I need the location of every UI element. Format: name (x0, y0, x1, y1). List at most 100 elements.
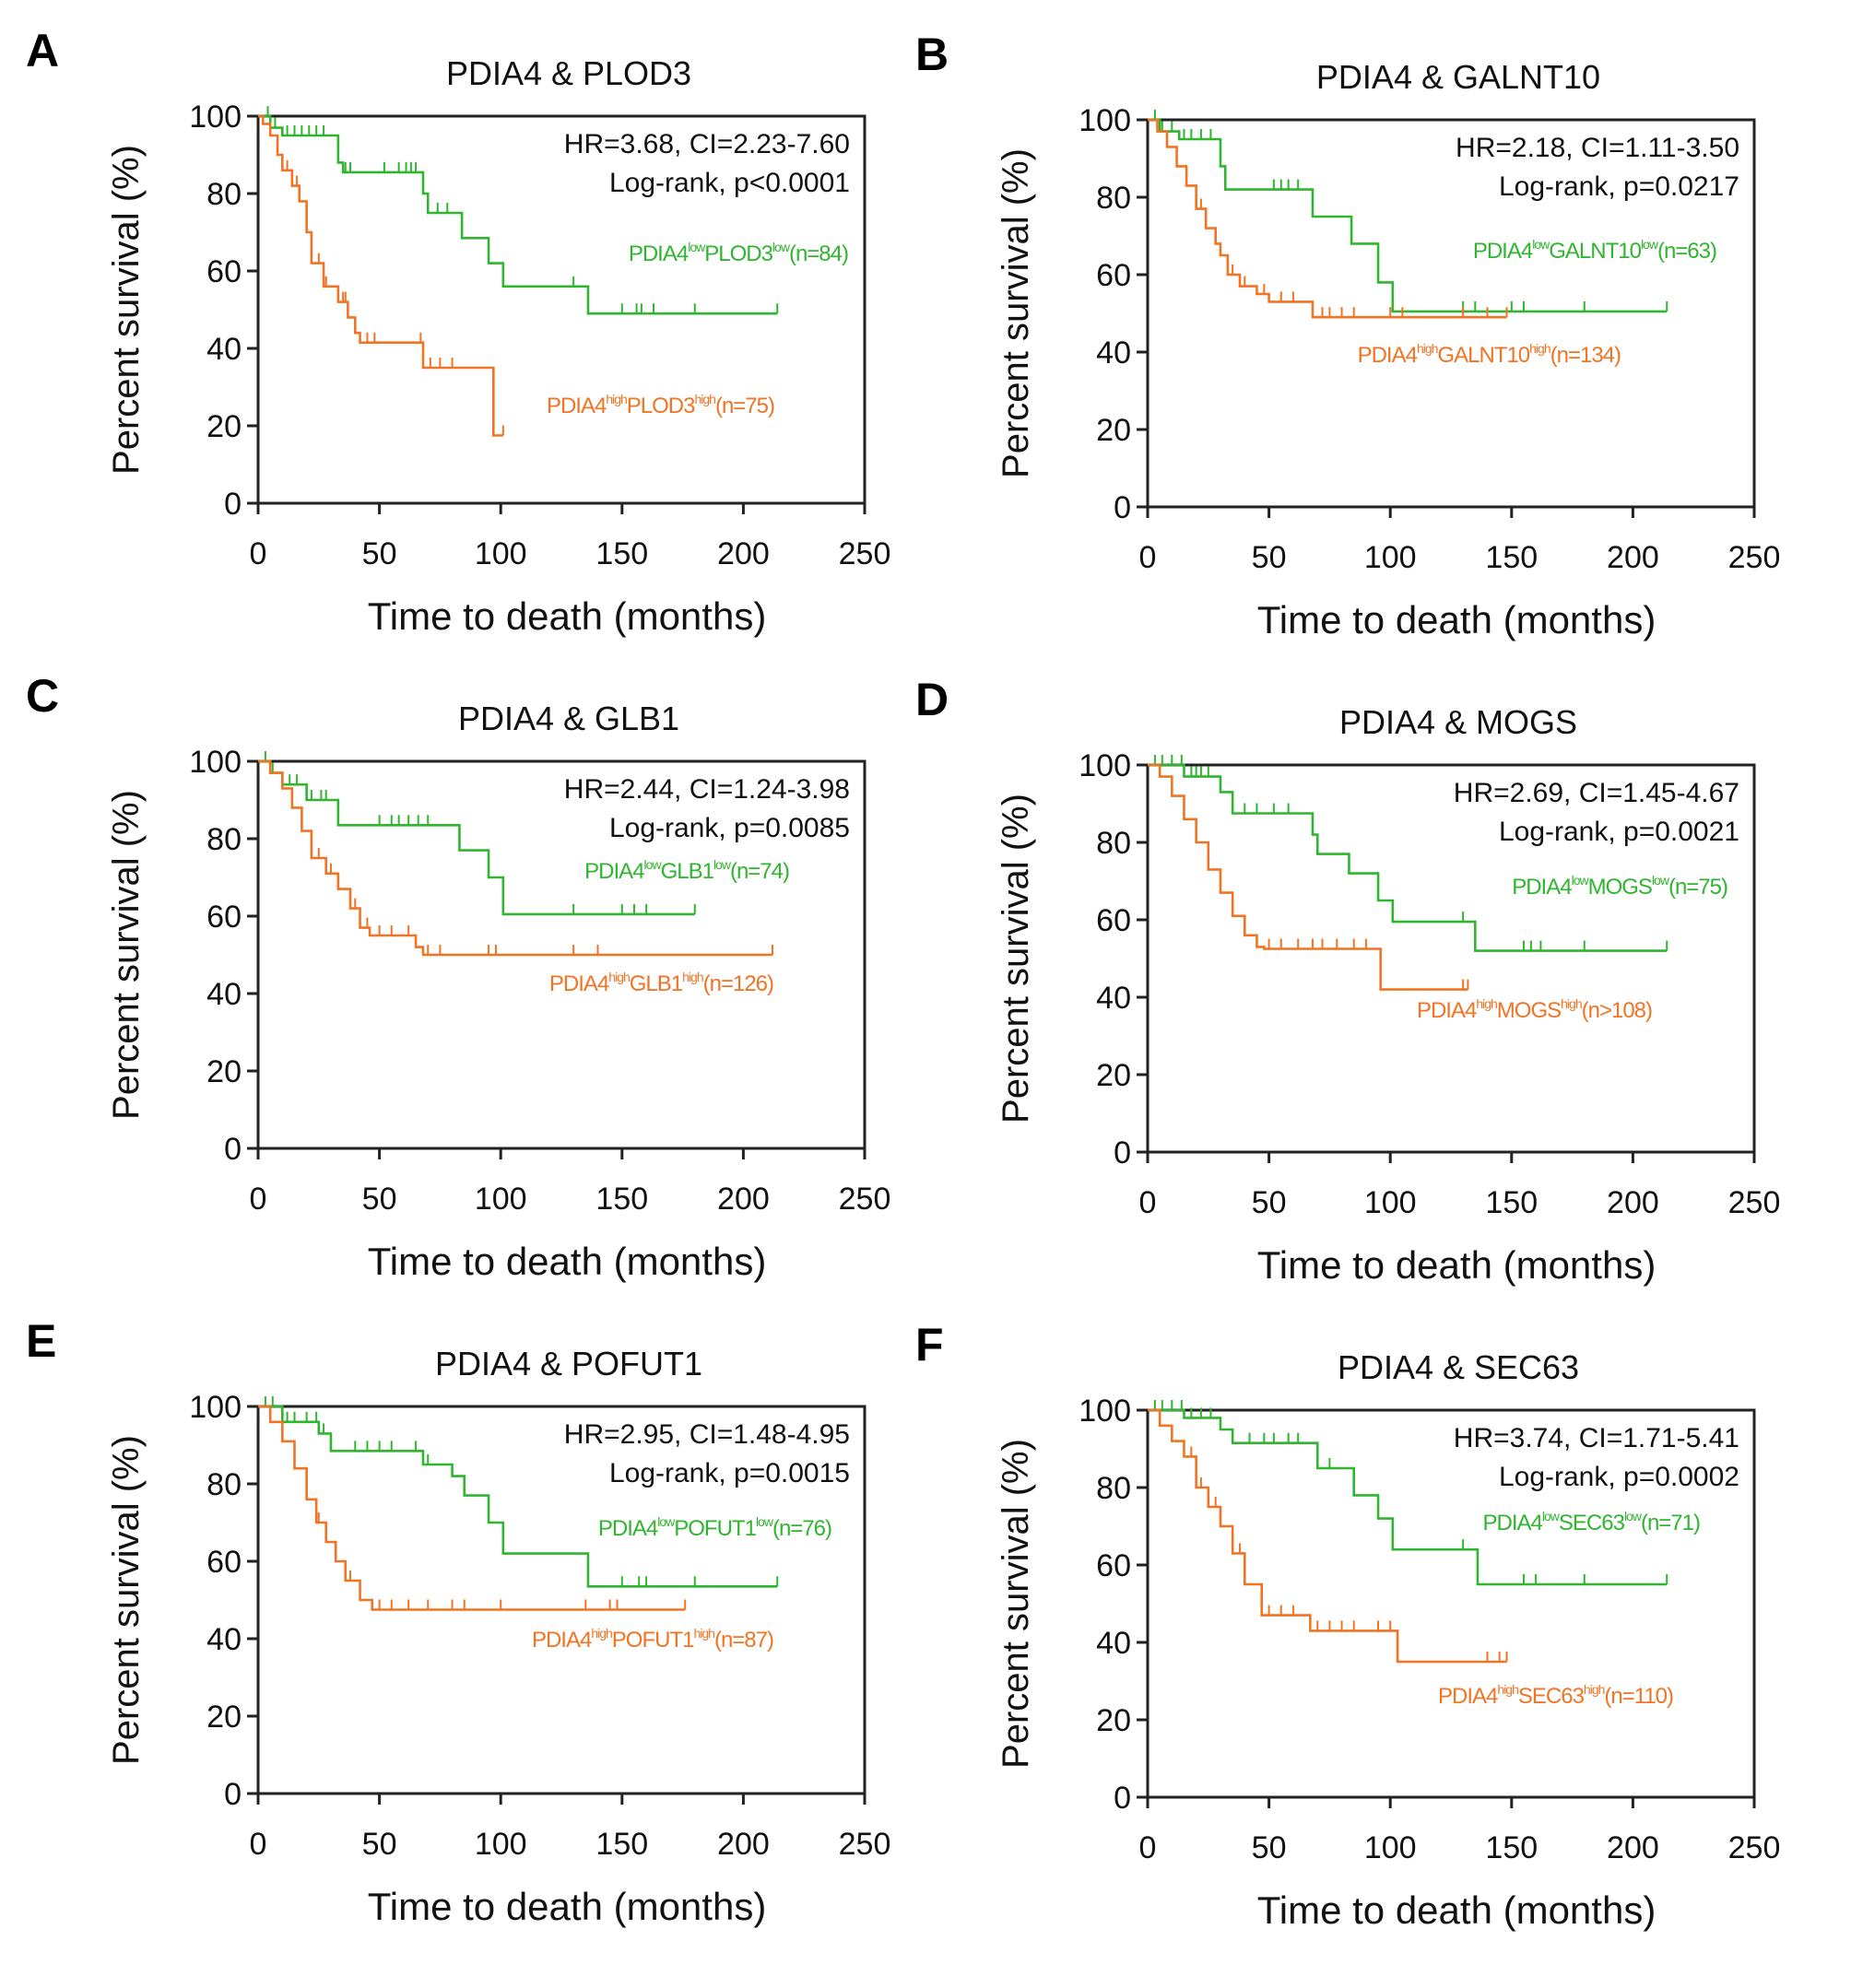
y-axis-label: Percent survival (%) (996, 148, 1036, 478)
label-part: PDIA4 (549, 971, 609, 996)
x-tick-label: 50 (1252, 1830, 1287, 1865)
y-tick-label: 0 (224, 1132, 242, 1167)
km-chart: C PDIA4 & GLB1 0 20 40 60 80 100 0 50 100 150 200 250… (26, 670, 890, 1283)
hazard-ratio-text: HR=3.68, CI=2.23-7.60 (564, 129, 850, 159)
x-tick-label: 250 (1728, 540, 1781, 575)
x-tick-label: 50 (362, 1827, 397, 1862)
series-label-high: PDIA4highGALNT10high(n=134) (1358, 341, 1621, 368)
panel-letter: F (915, 1319, 944, 1370)
logrank-text: Log-rank, p<0.0001 (609, 168, 850, 198)
survival-curve-high (1148, 118, 1507, 319)
x-tick-label: 100 (475, 1182, 527, 1217)
x-tick-label: 250 (1728, 1830, 1781, 1865)
x-tick-label: 50 (1252, 1185, 1287, 1220)
hazard-ratio-text: HR=2.95, CI=1.48-4.95 (564, 1419, 850, 1450)
y-tick-label: 100 (189, 745, 242, 780)
label-superscript: high (1476, 996, 1497, 1011)
y-tick-label: 60 (1096, 903, 1131, 938)
label-part: (n=76) (772, 1516, 831, 1541)
label-superscript: high (606, 392, 627, 406)
hazard-ratio-text: HR=3.74, CI=1.71-5.41 (1454, 1423, 1739, 1453)
survival-curve-high (1148, 1408, 1507, 1664)
km-chart: F PDIA4 & SEC63 0 20 40 60 80 100 0 50 100 150 200 25… (915, 1319, 1781, 1932)
x-tick-label: 150 (1485, 540, 1538, 575)
label-part: PDIA4 (1512, 875, 1572, 900)
label-part: PDIA4 (1417, 998, 1477, 1023)
logrank-text: Log-rank, p=0.0002 (1499, 1462, 1739, 1492)
label-part: (n=110) (1604, 1684, 1673, 1709)
y-tick-label: 60 (1096, 1548, 1131, 1583)
y-tick-label: 0 (1114, 1135, 1131, 1170)
series-label-high: PDIA4highPLOD3high(n=75) (547, 392, 774, 418)
y-tick-label: 0 (224, 487, 242, 522)
plot-frame (1146, 1408, 1756, 1799)
label-superscript: low (657, 1514, 676, 1529)
label-part: (n=84) (789, 241, 848, 266)
panel-letter: A (26, 25, 59, 76)
y-tick-label: 0 (224, 1777, 242, 1812)
label-part: PDIA4 (532, 1628, 592, 1653)
y-axis-label: Percent survival (%) (106, 145, 147, 475)
y-tick-label: 40 (206, 977, 242, 1012)
series-label-high: PDIA4highSEC63high(n=110) (1438, 1682, 1673, 1709)
label-part: SEC63 (1559, 1511, 1625, 1535)
series-label-high: PDIA4highGLB1high(n=126) (549, 970, 773, 996)
label-superscript: high (591, 1626, 612, 1641)
logrank-text: Log-rank, p=0.0015 (609, 1458, 850, 1488)
panel-b: B PDIA4 & GALNT10 0 20 40 60 80 100 0 50 100 150 200… (890, 4, 1815, 649)
chart-title: PDIA4 & SEC63 (1338, 1348, 1579, 1386)
x-tick-label: 100 (475, 1827, 527, 1862)
survival-curve-high (258, 114, 503, 437)
label-part: (n=74) (730, 859, 789, 884)
label-part: (n=71) (1641, 1511, 1700, 1535)
label-part: GLB1 (661, 859, 714, 884)
label-part: (n>108) (1582, 998, 1652, 1023)
plot-frame (256, 1405, 867, 1795)
label-part: PDIA4 (584, 859, 644, 884)
x-tick-label: 0 (1139, 1830, 1157, 1865)
series-label-high: PDIA4highMOGShigh(n>108) (1417, 996, 1652, 1023)
label-superscript: high (682, 970, 703, 984)
label-superscript: low (1542, 1509, 1561, 1523)
x-tick-label: 200 (1607, 1185, 1659, 1220)
y-tick-label: 60 (206, 254, 242, 289)
y-axis-label: Percent survival (%) (996, 794, 1036, 1123)
x-tick-label: 200 (717, 1827, 770, 1862)
x-tick-label: 100 (475, 536, 527, 571)
y-tick-label: 40 (1096, 981, 1131, 1016)
label-part: (n=75) (715, 394, 774, 418)
y-tick-label: 60 (206, 1545, 242, 1580)
panel-e: E PDIA4 & POFUT1 0 20 40 60 80 100 0 50 100 150 200 2… (0, 1290, 926, 1935)
y-tick-label: 0 (1114, 1781, 1131, 1816)
series-label-low: PDIA4lowPOFUT1low(n=76) (598, 1514, 831, 1541)
x-tick-label: 250 (839, 1827, 891, 1862)
hazard-ratio-text: HR=2.69, CI=1.45-4.67 (1454, 778, 1739, 808)
label-part: (n=134) (1550, 343, 1621, 368)
x-tick-label: 150 (1485, 1830, 1538, 1865)
y-axis-label: Percent survival (%) (996, 1439, 1036, 1769)
y-axis-label: Percent survival (%) (106, 790, 147, 1120)
label-part: PDIA4 (598, 1516, 658, 1541)
plot-frame (1146, 118, 1756, 509)
panel-f: F PDIA4 & SEC63 0 20 40 60 80 100 0 50 100 150 200 25… (890, 1294, 1815, 1939)
label-part: PDIA4 (1438, 1684, 1498, 1709)
y-tick-label: 40 (206, 1622, 242, 1657)
plot-frame (1146, 763, 1756, 1154)
y-tick-label: 100 (1079, 1394, 1131, 1429)
y-tick-label: 40 (1096, 1626, 1131, 1661)
y-tick-label: 20 (206, 1054, 242, 1089)
label-part: (n=63) (1657, 239, 1716, 264)
series-label-low: PDIA4lowSEC63low(n=71) (1483, 1509, 1701, 1535)
label-part: PDIA4 (1473, 239, 1533, 264)
km-chart: B PDIA4 & GALNT10 0 20 40 60 80 100 0 50 100 150 200… (915, 29, 1781, 641)
y-tick-label: 20 (1096, 1058, 1131, 1093)
x-tick-label: 250 (1728, 1185, 1781, 1220)
y-tick-label: 0 (1114, 490, 1131, 525)
label-part: GALNT10 (1549, 239, 1641, 264)
x-tick-label: 0 (1139, 1185, 1157, 1220)
label-superscript: high (1497, 1682, 1518, 1697)
survival-curve-low (258, 1405, 778, 1588)
logrank-text: Log-rank, p=0.0085 (609, 813, 850, 843)
label-superscript: low (713, 857, 732, 872)
